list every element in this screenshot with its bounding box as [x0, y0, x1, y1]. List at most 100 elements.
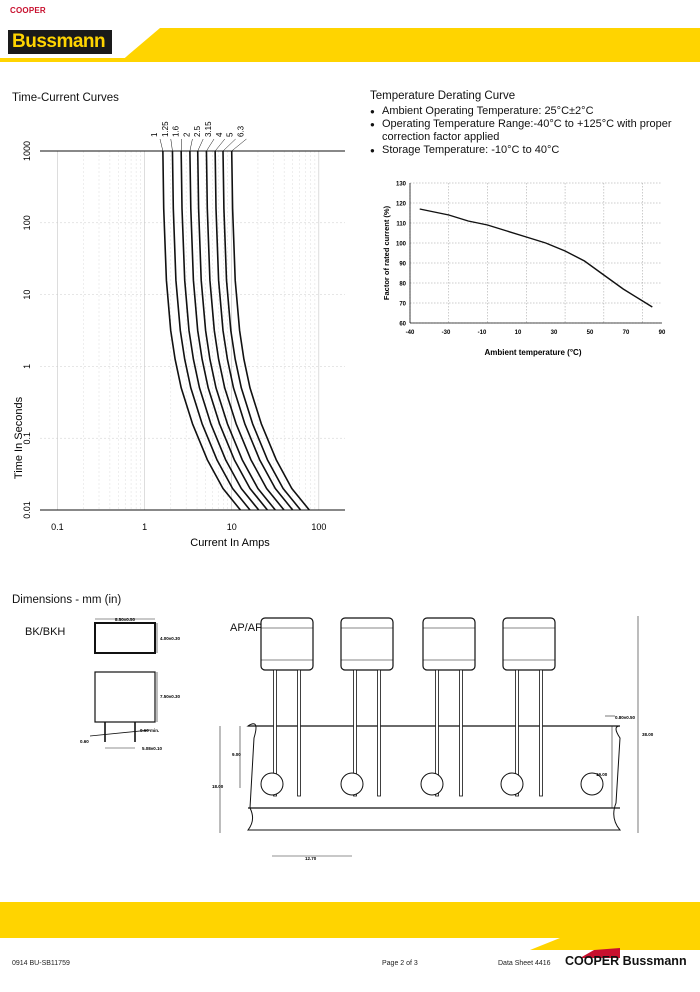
ap-fuse-lead — [297, 669, 301, 797]
tc-xtick: 10 — [227, 522, 237, 532]
dr-xtick: 50 — [587, 330, 594, 336]
tc-leader — [197, 138, 204, 152]
bk-dim-dia: 0.60 — [80, 739, 89, 744]
tc-ytick: 1 — [22, 364, 32, 369]
tc-leader — [222, 138, 236, 152]
footer-code: 0914 BU-SB11759 — [12, 960, 70, 967]
ap-dim-9: 9.00 — [232, 752, 241, 757]
bk-top-view — [94, 622, 156, 654]
dr-ticks: 130 120 110 100 90 80 70 60-40 -30 -10 10 30 50 70 90 — [396, 182, 666, 337]
dr-xtick: 30 — [551, 330, 558, 336]
bullet-storage: Storage Temperature: -10°C to 40°C — [370, 144, 698, 157]
tc-ytick: 100 — [22, 215, 32, 230]
tc-curve-2 — [189, 150, 269, 511]
dr-ytick: 90 — [399, 262, 406, 268]
tc-leader — [189, 138, 193, 152]
ap-sprocket-holes — [260, 772, 604, 796]
dr-grid — [409, 182, 662, 324]
bk-dim-height: 7.50±0.30 — [160, 694, 180, 699]
derating-xlabel: Ambient temperature (°C) — [485, 348, 582, 357]
footer-logo: COOPER Bussmann — [565, 954, 687, 968]
ap-dim-38: 38.00 — [642, 732, 654, 737]
tc-xtick: 0.1 — [51, 522, 64, 532]
tc-rating-label: 4 — [215, 132, 224, 137]
ap-fuse-body — [502, 617, 556, 671]
tc-leader — [159, 138, 164, 152]
tc-xtick: 100 — [311, 522, 326, 532]
footer-logo-bussmann: Bussmann — [622, 954, 687, 968]
ap-fuse-lead — [377, 669, 381, 797]
ap-drawing: 9.00 18.00 38.00 19.00 0.80±0.50 12.70 — [212, 616, 654, 861]
ap-fuse-lead — [459, 669, 463, 797]
dr-xtick: 10 — [515, 330, 522, 336]
logo-box — [8, 30, 112, 54]
dr-xtick: -30 — [442, 330, 451, 336]
tc-ytick: 1000 — [22, 141, 32, 161]
tc-leader — [231, 138, 247, 152]
dr-ytick: 60 — [399, 322, 406, 328]
ap-label: AP/APH — [230, 622, 271, 634]
ap-dim-pitch: 12.70 — [305, 856, 317, 861]
footer-logo-cooper: COOPER — [565, 954, 620, 968]
tc-leader — [214, 138, 225, 152]
dr-ytick: 80 — [399, 282, 406, 288]
tc-curve-2.5 — [196, 150, 276, 511]
bullet-ambient: Ambient Operating Temperature: 25°C±2°C — [370, 105, 698, 118]
bk-dim-width: 8.50±0.50 — [115, 617, 135, 622]
bk-label: BK/BKH — [25, 626, 66, 638]
tc-curves — [162, 150, 310, 511]
tc-curve-1 — [162, 150, 242, 511]
bk-dim-depth: 4.00±0.30 — [160, 636, 180, 641]
ap-fuse-lead — [273, 669, 277, 797]
ap-sprocket-hole — [580, 772, 604, 796]
logo-bussmann: Bussmann — [12, 31, 106, 52]
tc-curve-6.3 — [230, 150, 310, 511]
dr-ytick: 110 — [396, 222, 406, 228]
dr-xtick: 90 — [659, 330, 666, 336]
derating-title: Temperature Derating Curve — [370, 90, 516, 102]
time-current-title: Time-Current Curves — [12, 92, 119, 104]
bullet-range: Operating Temperature Range:-40°C to +12… — [370, 118, 698, 144]
dr-ytick: 100 — [396, 242, 407, 248]
ap-dim-offset: 0.80±0.50 — [615, 715, 635, 720]
dr-xtick: -10 — [478, 330, 487, 336]
ap-fuse-body — [260, 617, 314, 671]
bk-drawing: 8.50±0.50 4.00±0.30 7.50±0.30 0.60 min. … — [80, 617, 180, 751]
tc-ylabel: Time In Seconds — [13, 396, 25, 479]
ap-fuse-body — [340, 617, 394, 671]
header-band — [0, 28, 700, 62]
tc-xlabel: Current In Amps — [190, 537, 270, 549]
tc-curve-1.6 — [180, 150, 260, 511]
ap-fuse-lead — [353, 669, 357, 797]
dr-xtick: 70 — [623, 330, 630, 336]
derating-ylabel: Factor of rated current (%) — [382, 205, 391, 300]
ap-sprocket-hole — [340, 772, 364, 796]
dimensions-title: Dimensions - mm (in) — [12, 594, 122, 606]
ap-dim-18: 18.00 — [212, 784, 224, 789]
ap-components — [260, 617, 556, 797]
footer-band — [0, 902, 700, 950]
tc-rating-label: 5 — [226, 132, 235, 137]
tc-rating-label: 2.5 — [193, 125, 202, 137]
tc-rating-label: 3.15 — [204, 121, 213, 137]
ap-fuse-body — [422, 617, 476, 671]
tc-curve-1.25 — [171, 150, 251, 511]
dr-ytick: 120 — [396, 202, 407, 208]
footer-sheet: Data Sheet 4416 — [498, 960, 551, 967]
ap-sprocket-hole — [420, 772, 444, 796]
bk-side-view — [94, 671, 156, 723]
tc-ytick: 10 — [22, 290, 32, 300]
tc-xtick: 1 — [142, 522, 147, 532]
bk-dim-lead: 0.60 min. — [140, 728, 159, 733]
dr-ytick: 130 — [396, 182, 407, 188]
dr-ytick: 70 — [399, 302, 406, 308]
tc-rating-label: 1.25 — [161, 121, 170, 137]
tc-rating-label: 6.3 — [236, 125, 245, 137]
tc-curve-3.15 — [205, 150, 285, 511]
ap-dim-19: 19.00 — [596, 772, 608, 777]
derating-series-line — [419, 208, 653, 308]
ap-fuse-lead — [435, 669, 439, 797]
tc-grid — [40, 150, 345, 511]
